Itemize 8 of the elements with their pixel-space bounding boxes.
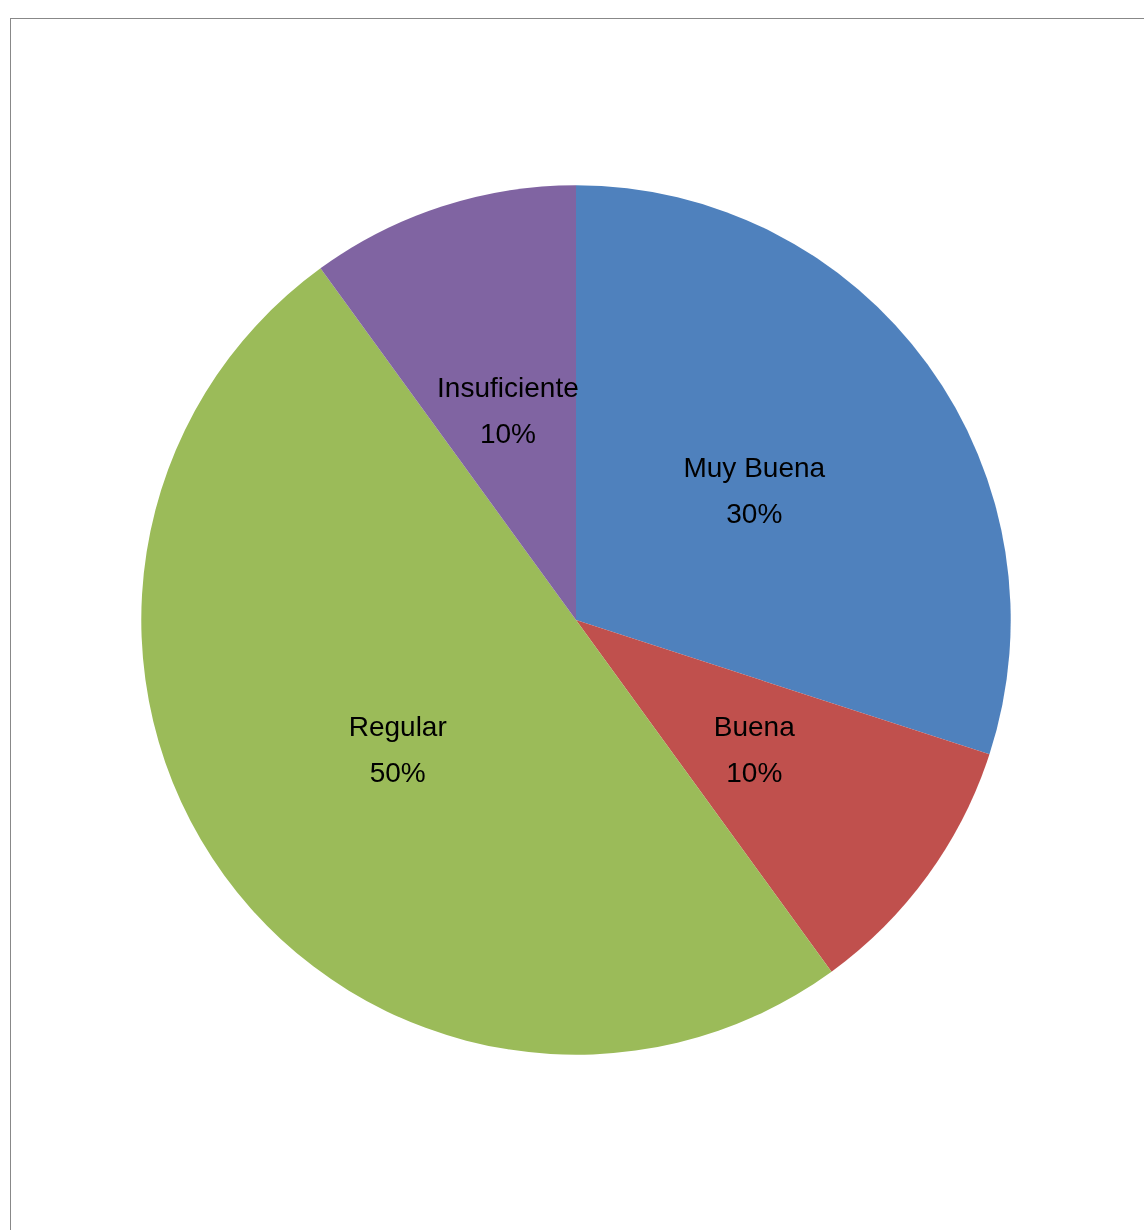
slice-label: Regular [348,711,447,743]
data-label: 10% [726,757,783,789]
data-label: 10% [479,417,536,449]
data-label: 30% [726,497,783,529]
slice-label: Insuficiente [437,371,579,403]
data-label: 50% [369,757,426,789]
slice-label: Buena [713,711,796,743]
slice-label: Muy Buena [683,451,826,483]
